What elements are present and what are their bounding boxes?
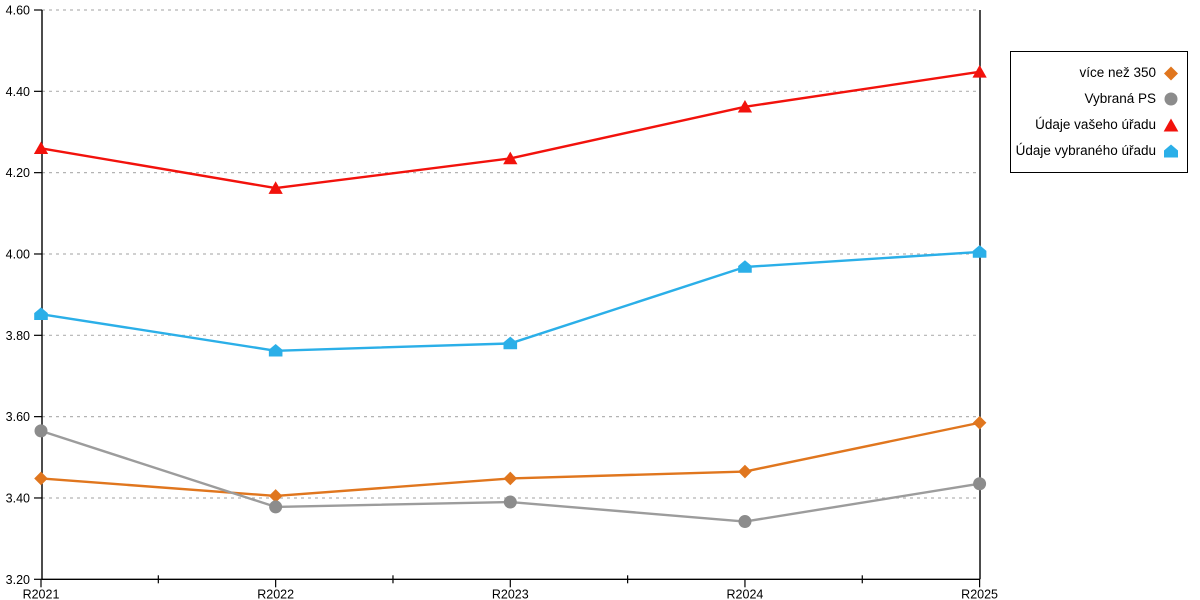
circle-marker-icon	[1163, 91, 1179, 107]
svg-text:R2024: R2024	[727, 587, 764, 600]
chart-legend: více než 350 Vybraná PS Údaje vašeho úřa…	[1010, 51, 1188, 173]
legend-item: Údaje vašeho úřadu	[1015, 117, 1179, 133]
legend-item: více než 350	[1015, 65, 1179, 81]
svg-text:R2023: R2023	[492, 587, 529, 600]
svg-text:R2021: R2021	[23, 587, 60, 600]
diamond-marker-icon	[1163, 65, 1179, 81]
pentagon-marker-icon	[1163, 143, 1179, 159]
svg-text:4.00: 4.00	[6, 247, 30, 261]
triangle-marker-icon	[1163, 117, 1179, 133]
legend-label: Údaje vybraného úřadu	[1015, 143, 1156, 159]
legend-label: více než 350	[1079, 65, 1156, 81]
svg-text:3.40: 3.40	[6, 491, 30, 505]
svg-text:R2025: R2025	[961, 587, 998, 600]
legend-item: Údaje vybraného úřadu	[1015, 143, 1179, 159]
svg-text:3.80: 3.80	[6, 329, 30, 343]
svg-text:4.60: 4.60	[6, 4, 30, 18]
svg-text:R2022: R2022	[257, 587, 294, 600]
svg-text:4.40: 4.40	[6, 85, 30, 99]
legend-item: Vybraná PS	[1015, 91, 1179, 107]
svg-text:4.20: 4.20	[6, 166, 30, 180]
svg-text:3.20: 3.20	[6, 573, 30, 587]
legend-label: Údaje vašeho úřadu	[1035, 117, 1156, 133]
svg-text:3.60: 3.60	[6, 410, 30, 424]
legend-label: Vybraná PS	[1084, 91, 1156, 107]
